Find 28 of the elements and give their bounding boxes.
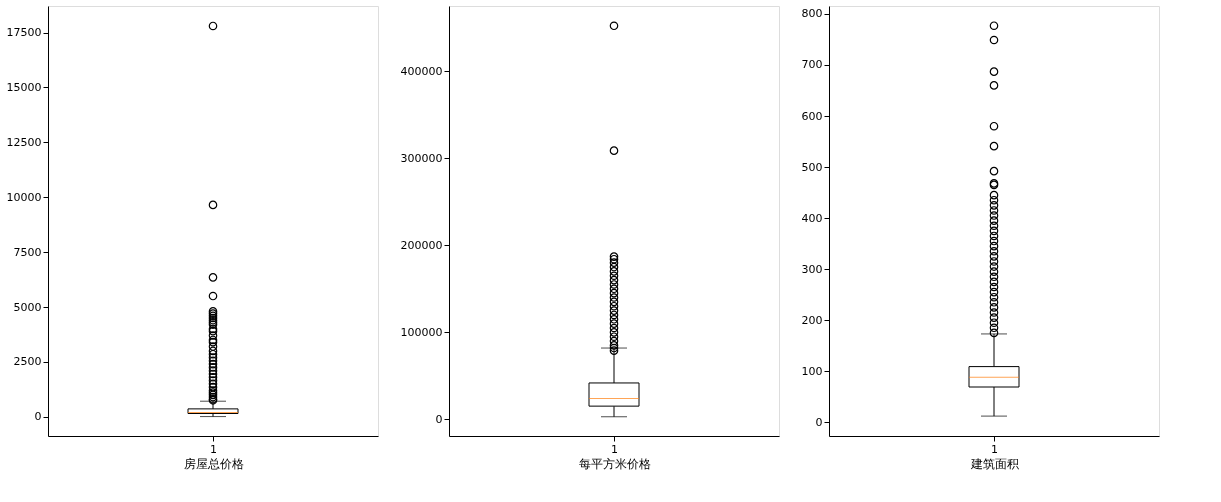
x-axis-title: 每平方米价格 [578,456,651,471]
y-tick-label: 300000 [400,151,443,165]
y-tick-label: 200 [801,313,823,327]
y-tick-label: 17500 [6,26,42,40]
y-tick-label: 7500 [13,245,42,259]
y-tick-label: 800 [801,7,823,21]
y-tick-label: 0 [815,415,823,429]
y-tick-label: 0 [34,410,42,424]
y-tick-label: 0 [435,412,443,426]
y-tick-label: 12500 [6,135,42,149]
y-tick-label: 600 [801,109,823,123]
x-tick-label: 1 [611,442,618,456]
y-tick-label: 700 [801,58,823,72]
y-tick-label: 400000 [400,64,443,78]
y-tick-label: 2500 [13,355,42,369]
x-tick-label: 1 [210,442,217,456]
x-axis-title: 建筑面积 [969,456,1019,471]
x-tick-label: 1 [991,442,998,456]
y-tick-label: 15000 [6,80,42,94]
y-tick-label: 5000 [13,300,42,314]
y-tick-label: 10000 [6,190,42,204]
y-tick-label: 400 [801,211,823,225]
y-tick-label: 100000 [400,325,443,339]
x-axis-title: 房屋总价格 [183,456,244,471]
y-tick-label: 200000 [400,238,443,252]
y-tick-label: 500 [801,160,823,174]
y-tick-label: 100 [801,364,823,378]
y-tick-label: 300 [801,262,823,276]
